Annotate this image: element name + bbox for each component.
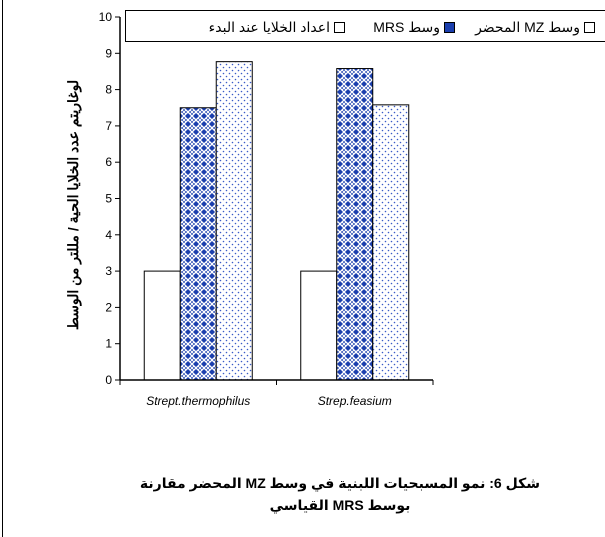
legend-label: اعداد الخلايا عند البدء <box>208 18 330 35</box>
y-tick-label: 5 <box>105 192 112 206</box>
y-tick-label: 7 <box>105 119 112 133</box>
y-tick-label: 6 <box>105 155 112 169</box>
bar <box>143 270 181 381</box>
y-axis-title: لوغاريتم عدد الخلايا الحية / مللتر من ال… <box>65 80 82 330</box>
legend-label: وسط MRS <box>373 18 440 35</box>
plain-swatch-icon <box>334 21 345 33</box>
y-tick-label: 1 <box>105 337 112 351</box>
y-tick-label: 10 <box>99 10 113 24</box>
y-tick-label: 4 <box>105 228 112 242</box>
y-tick-label: 2 <box>105 300 112 314</box>
weave-swatch-icon <box>444 21 455 33</box>
y-tick-label: 8 <box>105 83 112 97</box>
legend-item-initial: اعداد الخلايا عند البدء <box>209 18 345 36</box>
legend: وسط MZ المحضر وسط MRS اعداد الخلايا عند … <box>125 10 605 42</box>
bar <box>336 68 374 381</box>
y-tick-label: 9 <box>105 46 112 60</box>
x-tick-label: Strep.feasium <box>318 394 392 408</box>
x-tick-label: Strept.thermophilus <box>146 394 250 408</box>
figure-caption: شكل 6: نمو المسبحيات اللبنية في وسط MZ ا… <box>140 472 540 516</box>
bar <box>215 61 253 381</box>
y-tick-label: 0 <box>105 373 112 387</box>
y-tick-label: 3 <box>105 264 112 278</box>
caption-line-2: بوسط MRS القياسي <box>269 497 411 513</box>
bar <box>179 107 217 381</box>
caption-line-1: شكل 6: نمو المسبحيات اللبنية في وسط MZ ا… <box>139 475 540 491</box>
bar <box>300 270 338 381</box>
legend-item-mz: وسط MZ المحضر <box>475 18 595 36</box>
legend-label: وسط MZ المحضر <box>475 18 580 35</box>
dots-swatch-icon <box>584 21 595 33</box>
frame-border <box>2 0 3 537</box>
bar <box>372 104 410 381</box>
legend-item-mrs: وسط MRS <box>373 18 455 36</box>
